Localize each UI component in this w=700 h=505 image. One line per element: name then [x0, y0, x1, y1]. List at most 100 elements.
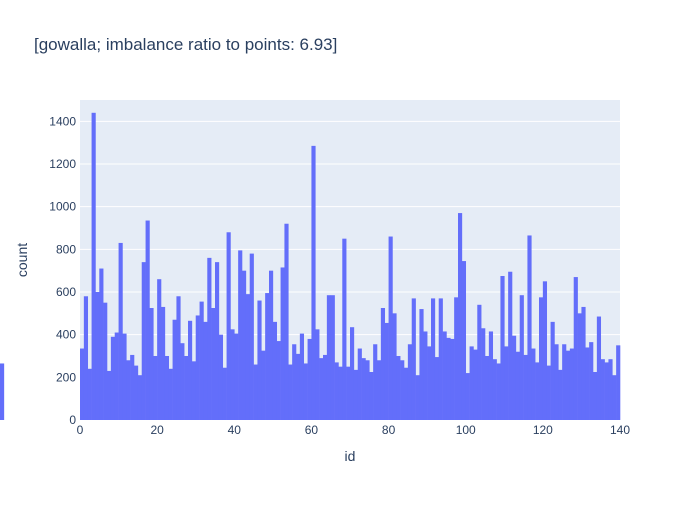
bar-15	[137, 375, 143, 420]
y-axis-label: count	[14, 243, 30, 277]
bar-86	[411, 298, 416, 420]
x-tick-label: 0	[77, 423, 84, 437]
bar-104	[481, 328, 486, 420]
bar-95	[446, 337, 451, 420]
bar-7	[107, 370, 112, 420]
bar-12	[126, 360, 131, 420]
bar-66	[334, 362, 339, 420]
bar-77	[377, 360, 382, 420]
bar-22	[164, 356, 170, 420]
bar-57	[299, 333, 305, 420]
bar-6	[103, 302, 108, 420]
bar-49	[269, 270, 274, 420]
bar-45	[253, 364, 258, 420]
bar-101	[469, 346, 474, 420]
bar-31	[199, 301, 204, 420]
bar-3	[91, 112, 96, 421]
bar-69	[346, 366, 351, 420]
bar-78	[380, 308, 386, 420]
bar-36	[218, 334, 224, 420]
bar-2	[87, 368, 92, 420]
bar-10	[118, 242, 123, 420]
y-tick-label: 600	[56, 285, 76, 299]
bar-110	[504, 346, 509, 420]
bar-64	[326, 295, 332, 420]
bar-59	[307, 338, 312, 420]
bar-94	[442, 331, 447, 420]
bar-19	[153, 356, 158, 420]
bar-24	[172, 319, 177, 420]
bar-113	[515, 351, 521, 420]
x-tick-label: 40	[228, 423, 242, 437]
bar-46	[257, 300, 262, 420]
bar-27	[184, 356, 189, 420]
bar-48	[265, 293, 270, 420]
bar-81	[392, 313, 397, 420]
bar-14	[134, 365, 139, 420]
bar-135	[600, 359, 605, 420]
y-tick-label: 1400	[49, 114, 76, 128]
bar-21	[161, 306, 166, 420]
bar-126	[566, 350, 571, 420]
bar-88	[419, 309, 424, 420]
y-tick-label: 0	[69, 413, 76, 427]
bar-55	[292, 344, 297, 420]
bar-107	[492, 359, 497, 420]
bar-1	[83, 296, 89, 420]
bar-65	[330, 295, 335, 420]
bar-97	[454, 297, 459, 420]
bar-87	[415, 375, 420, 420]
bar-62	[319, 358, 324, 420]
bar-44	[249, 253, 254, 420]
bar-75	[369, 372, 374, 420]
bar-39	[230, 329, 235, 420]
bar-5	[99, 268, 104, 420]
bar-0	[80, 348, 85, 420]
bar-96	[450, 338, 455, 420]
bar-102	[473, 349, 478, 420]
bar-70	[350, 327, 355, 420]
bar-17	[145, 220, 150, 420]
x-tick-label: 140	[610, 423, 630, 437]
bar-90	[427, 346, 432, 420]
x-tick-label: 20	[150, 423, 164, 437]
y-tick-label: 800	[56, 242, 76, 256]
bar-119	[539, 297, 544, 420]
bar-28	[188, 320, 193, 420]
bar-137	[608, 359, 613, 420]
bar-23	[168, 368, 173, 420]
bar-42	[242, 270, 247, 420]
bar-73	[361, 358, 366, 420]
bar-121	[546, 365, 551, 420]
bar-20	[157, 279, 162, 420]
bar-51	[276, 341, 281, 420]
bar-63	[323, 354, 328, 420]
bar-76	[373, 344, 378, 420]
bar-91	[431, 298, 436, 420]
bars	[0, 112, 621, 421]
bar-30	[195, 315, 200, 420]
bar-131	[585, 347, 590, 420]
bar-9	[114, 332, 119, 420]
bar-108	[496, 363, 501, 420]
bar-34	[211, 308, 216, 420]
bar-103	[477, 304, 482, 420]
bar-133	[593, 372, 598, 420]
bar-71	[353, 369, 359, 420]
bar-125	[562, 344, 567, 420]
bar-29	[191, 361, 197, 420]
bar-99	[461, 261, 467, 420]
bar-106	[488, 331, 494, 420]
bar-undefined	[0, 363, 5, 420]
bar-56	[296, 353, 301, 420]
bar-105	[485, 356, 490, 420]
bar-60	[311, 145, 316, 420]
bar-72	[357, 348, 362, 420]
bar-8	[110, 336, 116, 420]
bar-41	[238, 250, 243, 420]
bar-47	[261, 350, 266, 420]
bar-83	[400, 360, 405, 420]
bar-112	[512, 335, 517, 420]
bar-26	[180, 343, 185, 420]
